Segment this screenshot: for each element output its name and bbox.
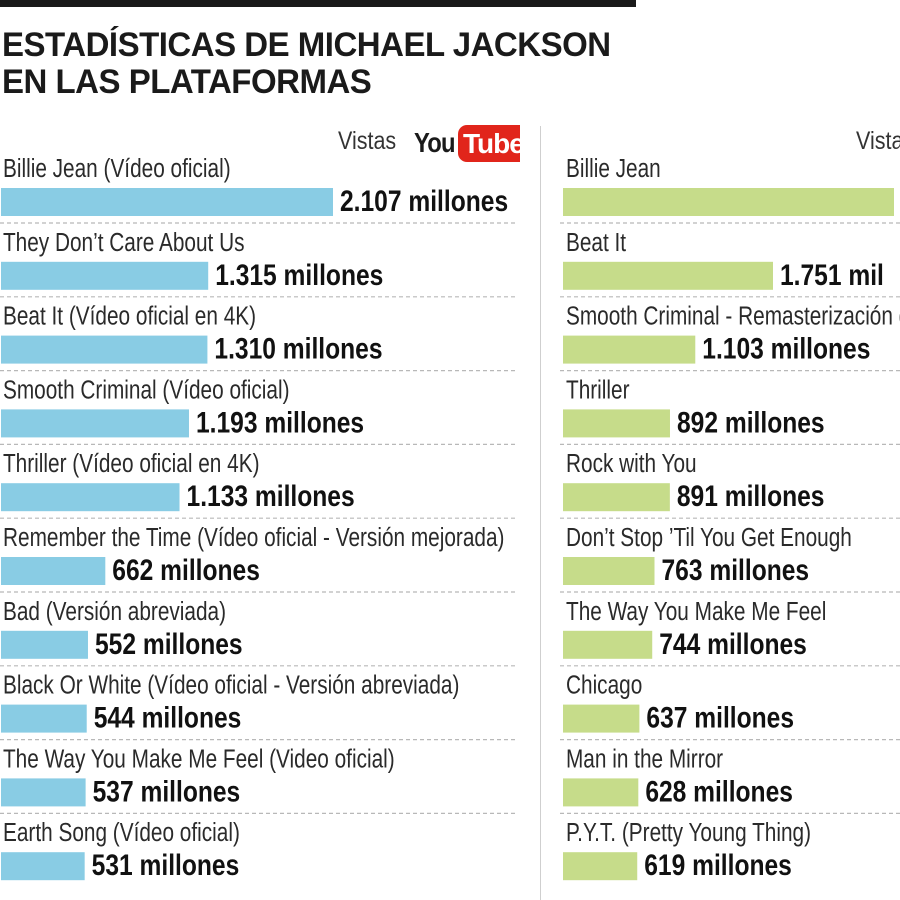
second-value-label-9: 619 millones	[644, 848, 792, 882]
youtube-value-label-4: 1.133 millones	[187, 479, 355, 513]
second-value-label-8: 628 millones	[645, 774, 793, 808]
second-bar-7	[563, 704, 640, 733]
second-category-label-5: Don’t Stop ’Til You Get Enough	[566, 523, 852, 552]
youtube-bar-7	[1, 704, 87, 733]
second-bar-6	[563, 630, 653, 659]
second-bar-4	[563, 483, 670, 512]
second-value-label-2: 1.103 millones	[702, 331, 870, 365]
second-category-label-2: Smooth Criminal - Remasterización de	[566, 301, 900, 330]
youtube-panel: Vistas You Tube Billie Jean (Vídeo oficia…	[0, 123, 520, 882]
second-category-label-8: Man in the Mirror	[566, 744, 723, 773]
second-value-label-7: 637 millones	[646, 700, 794, 734]
youtube-category-label-2: Beat It (Vídeo oficial en 4K)	[3, 301, 256, 330]
youtube-logo-tube: Tube	[458, 124, 520, 162]
second-category-label-7: Chicago	[566, 670, 642, 699]
top-rule	[0, 0, 636, 7]
youtube-value-label-8: 537 millones	[93, 774, 241, 808]
youtube-bar-4	[1, 483, 180, 512]
youtube-bar-2	[1, 335, 208, 364]
youtube-bar-0	[1, 188, 333, 216]
youtube-bar-1	[1, 261, 209, 290]
second-value-label-5: 763 millones	[662, 553, 810, 587]
title-line-2: EN LAS PLATAFORMAS	[2, 63, 372, 101]
second-category-label-4: Rock with You	[566, 449, 697, 478]
youtube-views-label: Vistas	[338, 127, 397, 155]
youtube-bar-6	[1, 630, 88, 659]
second-category-label-6: The Way You Make Me Feel	[566, 597, 826, 626]
second-bar-8	[563, 778, 639, 807]
youtube-bar-chart: Billie Jean (Vídeo oficial) 2.107 millone…	[0, 154, 518, 882]
youtube-value-label-7: 544 millones	[94, 700, 242, 734]
second-bar-chart: Billie Jean Beat It 1.751 mil Smooth Crimin…	[560, 154, 900, 882]
second-value-label-4: 891 millones	[677, 479, 825, 513]
second-views-label: Vista	[856, 127, 900, 155]
youtube-value-label-5: 662 millones	[112, 553, 260, 587]
second-value-label-6: 744 millones	[659, 626, 807, 660]
youtube-logo-you: You	[414, 127, 455, 158]
youtube-category-label-4: Thriller (Vídeo oficial en 4K)	[3, 449, 260, 478]
youtube-bar-9	[1, 852, 85, 881]
second-category-label-0: Billie Jean	[566, 154, 661, 183]
second-category-label-9: P.Y.T. (Pretty Young Thing)	[566, 818, 811, 847]
youtube-category-label-6: Bad (Versión abreviada)	[3, 597, 226, 626]
youtube-category-label-5: Remember the Time (Vídeo oficial - Versi…	[3, 523, 504, 552]
youtube-category-label-9: Earth Song (Vídeo oficial)	[3, 818, 240, 847]
youtube-category-label-1: They Don’t Care About Us	[3, 228, 244, 257]
second-category-label-3: Thriller	[566, 375, 630, 404]
column-divider	[540, 126, 541, 900]
second-bar-2	[563, 335, 696, 364]
title-line-1: ESTADÍSTICAS DE MICHAEL JACKSON	[2, 26, 611, 64]
youtube-category-label-8: The Way You Make Me Feel (Video oficial)	[3, 744, 395, 773]
second-bar-3	[563, 409, 670, 438]
page-title: ESTADÍSTICAS DE MICHAEL JACKSON EN LAS P…	[2, 27, 611, 101]
second-bar-5	[563, 557, 655, 585]
second-platform-panel: Vista Billie Jean Beat It 1.751 mil Smooth …	[560, 0, 900, 900]
youtube-value-label-0: 2.107 millones	[340, 184, 508, 218]
youtube-bar-3	[1, 409, 189, 438]
second-bar-1	[563, 261, 773, 290]
second-value-label-3: 892 millones	[677, 405, 825, 439]
youtube-category-label-7: Black Or White (Vídeo oficial - Versión …	[3, 670, 459, 699]
youtube-bar-5	[1, 557, 106, 585]
youtube-value-label-3: 1.193 millones	[196, 405, 364, 439]
youtube-bar-8	[1, 778, 86, 807]
youtube-value-label-6: 552 millones	[95, 626, 243, 660]
youtube-value-label-9: 531 millones	[92, 848, 240, 882]
second-bar-0	[563, 188, 894, 216]
youtube-value-label-2: 1.310 millones	[214, 331, 382, 365]
youtube-category-label-0: Billie Jean (Vídeo oficial)	[3, 154, 231, 183]
youtube-value-label-1: 1.315 millones	[215, 257, 383, 291]
youtube-category-label-3: Smooth Criminal (Vídeo oficial)	[3, 375, 290, 404]
second-category-label-1: Beat It	[566, 228, 627, 257]
second-value-label-1: 1.751 mil	[780, 257, 884, 291]
youtube-logo: You Tube	[414, 123, 520, 163]
second-bar-9	[563, 852, 638, 881]
